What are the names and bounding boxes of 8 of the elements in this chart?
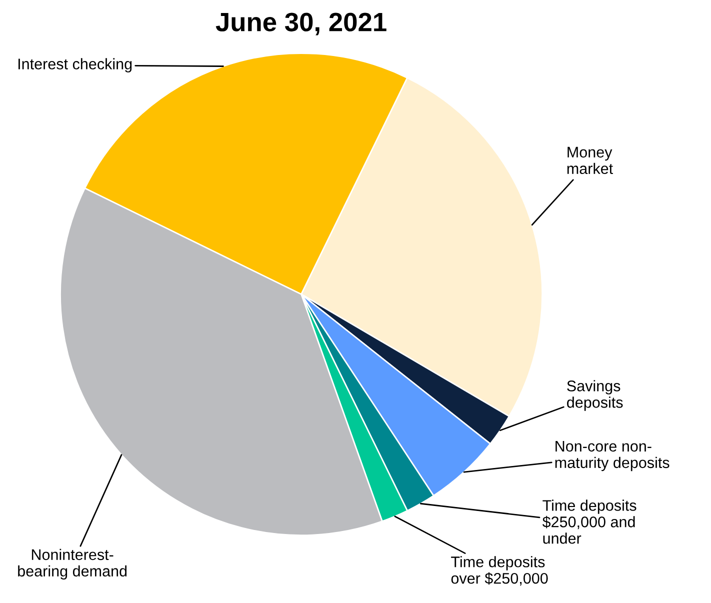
slice-label: Time deposits over $250,000: [451, 556, 548, 586]
slice-label: Time deposits $250,000 and under: [542, 500, 636, 544]
chart-title: June 30, 2021: [216, 12, 386, 36]
slice-label: Money market: [567, 146, 613, 174]
slice-label: Interest checking: [18, 58, 132, 72]
slice-label: Savings deposits: [567, 380, 623, 411]
slice-label: Non-core non- maturity deposits: [555, 440, 670, 472]
slice-label: Noninterest- bearing demand: [18, 548, 127, 580]
